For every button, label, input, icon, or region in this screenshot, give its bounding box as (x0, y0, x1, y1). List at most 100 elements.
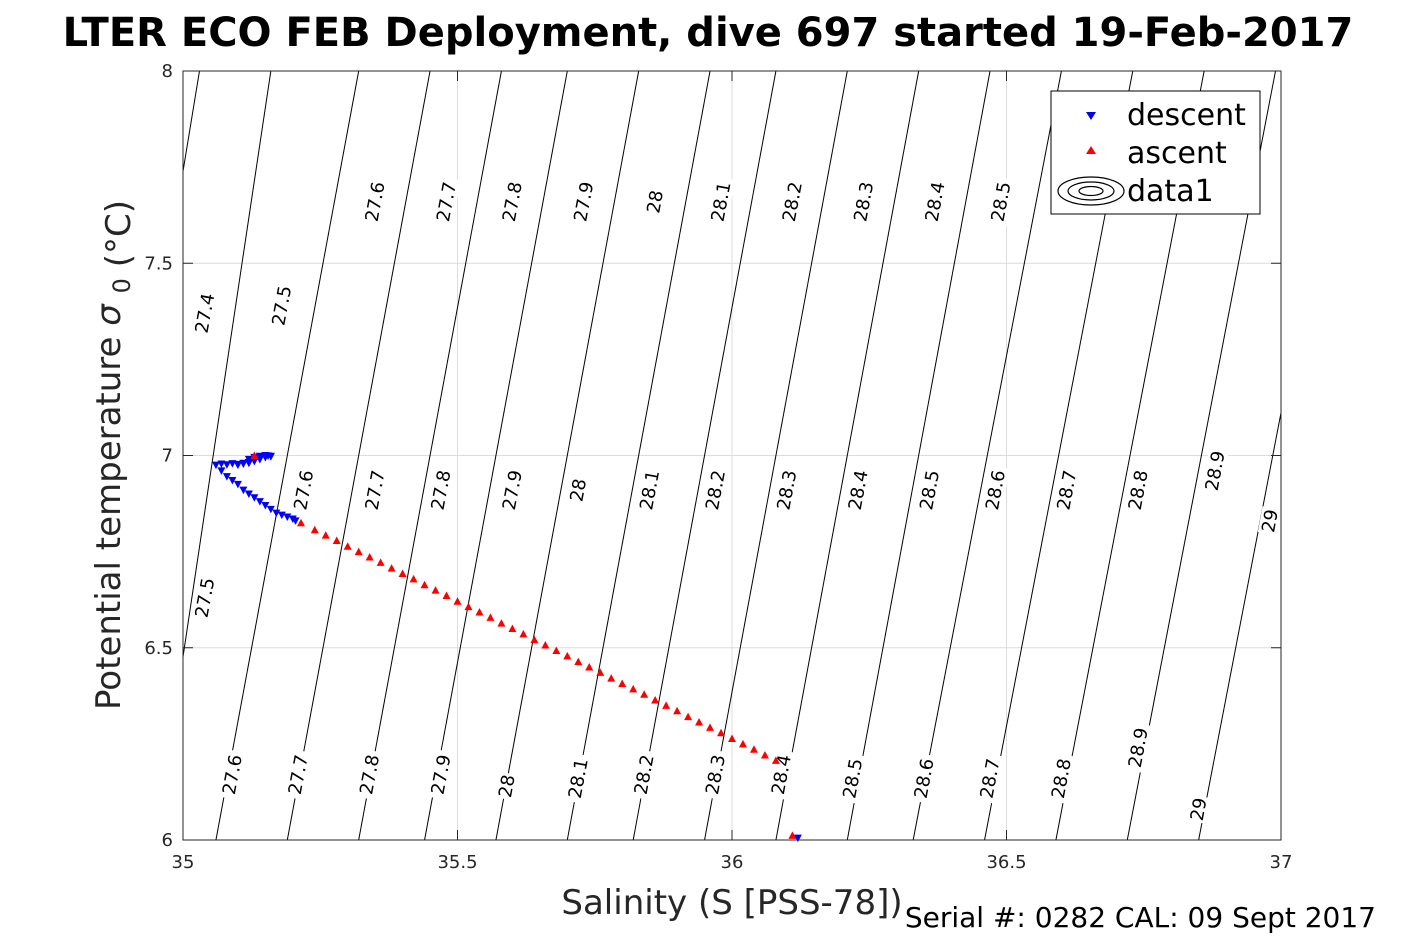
contour-label-bg (1200, 445, 1230, 497)
ascent-point (738, 739, 747, 748)
contour-label-bg (284, 749, 313, 801)
contour-label-bg (975, 753, 1005, 804)
contour-label-bg (778, 176, 807, 228)
density-contours (183, 71, 1281, 840)
ascent-point (354, 547, 363, 556)
contour-labels: 27.4 27.527.6 27.7 27.8 27.9 28 28.1 28.2 28.3 28… (190, 176, 1283, 824)
contour-label-bg (494, 771, 520, 801)
contour-label-group: 29 (1186, 794, 1212, 824)
y-tick-label: 7.5 (144, 253, 173, 274)
contour-line-27.6 (215, 71, 360, 840)
ascent-point (552, 646, 561, 654)
contour-label-bg (981, 464, 1010, 516)
ascent-point (585, 662, 594, 671)
ascent-point (486, 613, 495, 621)
y-axis-label-subscript: 0 (108, 278, 136, 293)
contour-label-bg (838, 753, 867, 804)
x-tick-label: 36 (721, 852, 744, 873)
contour-label-bg (1124, 464, 1153, 516)
descent-point (211, 461, 220, 470)
legend: descent ascent data1 (1050, 90, 1261, 215)
contour-label-bg (772, 464, 802, 516)
x-axis-label: Salinity (S [PSS-78]) (561, 883, 902, 923)
descent-point (239, 460, 248, 468)
ascent-point (409, 574, 418, 583)
contour-label-group: 27.8 (498, 176, 527, 228)
contour-label-bg (360, 176, 390, 228)
ascent-point (297, 518, 306, 527)
contour-line-28.1 (566, 71, 711, 840)
contour-label-bg (909, 753, 939, 804)
descent-point (244, 490, 253, 498)
contour-label-bg (706, 176, 736, 228)
ascent-point (749, 745, 758, 753)
descent-point (261, 501, 270, 510)
contour-label-group: 28.6 (909, 753, 939, 804)
contour-line-27.8 (358, 71, 502, 840)
contour-label-bg (1047, 753, 1076, 804)
ascent-point (250, 451, 259, 459)
contour-label-bg (267, 280, 297, 331)
contour-label-group: 29 (1257, 506, 1283, 536)
x-tick-label: 35 (172, 852, 195, 873)
svg-text:Potential temperature: Potential temperature σ 0 (°C) (89, 200, 139, 710)
y-axis-ticks: 6 6.5 7 7.5 8 (144, 61, 1281, 851)
descent-point (793, 834, 802, 843)
contour-label-bg (360, 464, 390, 516)
y-tick-label: 8 (162, 61, 173, 82)
contour-label-bg (635, 464, 664, 516)
ascent-point (376, 558, 385, 566)
contour-label-bg (355, 749, 384, 801)
ascent-point (310, 525, 319, 534)
legend-label-contour: data1 (1127, 174, 1214, 209)
contour-label-bg (432, 176, 461, 228)
contour-label-bg (1052, 464, 1082, 516)
x-tick-label: 36.5 (986, 852, 1026, 873)
descent-point (244, 455, 253, 464)
ascent-point (618, 679, 627, 688)
serial-calibration-note: Serial #: 0282 CAL: 09 Sept 2017 (905, 901, 1376, 934)
legend-marker-descent (1086, 112, 1096, 120)
contour-label-group: 28 (642, 187, 668, 217)
contour-label-bg (190, 287, 220, 339)
contour-label: 28 (643, 189, 668, 215)
contour-label-bg (569, 176, 598, 228)
descent-point (228, 476, 237, 485)
y-tick-label: 6 (162, 830, 173, 851)
ascent-point (475, 607, 484, 616)
ascent-point (387, 564, 396, 572)
descent-point (233, 480, 242, 489)
contour-label-bg (1186, 794, 1211, 824)
ascent-point (717, 728, 726, 737)
contour-label-bg (426, 749, 456, 801)
legend-label-descent: descent (1127, 98, 1246, 133)
ascent-point (607, 674, 616, 682)
contour-label: 29 (1187, 796, 1212, 822)
contour-label: 29 (1258, 508, 1283, 534)
ascent-point (497, 619, 506, 627)
contour-label-bg (986, 176, 1016, 228)
contour-label-bg (642, 187, 668, 217)
y-axis-label-symbol: σ (89, 303, 129, 326)
contour-line-28.4 (775, 71, 920, 840)
ascent-point (365, 553, 374, 561)
descent-point (239, 486, 248, 495)
legend-marker-ascent (1086, 146, 1096, 154)
contour-label-bg (498, 464, 527, 516)
ascent-point (420, 580, 429, 589)
contour-line-28.5 (846, 71, 991, 840)
y-axis-label: Potential temperature σ 0 (°C) (89, 200, 139, 710)
descent-point (255, 452, 264, 461)
ascent-point (695, 717, 704, 726)
contour-label-bg (701, 749, 730, 801)
descent-point (266, 505, 275, 514)
contour-line-28.3 (704, 71, 848, 840)
contour-label-group: 28 (566, 475, 591, 505)
ascent-point (673, 706, 682, 715)
legend-label-ascent: ascent (1127, 136, 1227, 171)
contour-label: 28 (495, 773, 520, 799)
ascent-point (596, 668, 605, 676)
contour-label-bg (701, 464, 730, 516)
contour-label-bg (1124, 722, 1153, 774)
legend-box (1050, 90, 1261, 215)
